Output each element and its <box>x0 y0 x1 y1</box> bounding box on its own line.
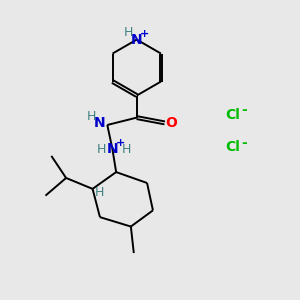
Text: -: - <box>241 136 247 150</box>
Text: Cl: Cl <box>225 108 240 122</box>
Text: -: - <box>241 103 247 117</box>
Text: O: O <box>165 116 177 130</box>
Text: Cl: Cl <box>225 140 240 154</box>
Text: H: H <box>122 142 131 156</box>
Text: +: + <box>140 29 150 39</box>
Text: H: H <box>94 186 104 199</box>
Text: +: + <box>116 138 125 148</box>
Text: H: H <box>86 110 96 123</box>
Text: N: N <box>106 142 118 155</box>
Text: N: N <box>131 33 142 46</box>
Text: H: H <box>124 26 133 39</box>
Text: N: N <box>94 116 106 130</box>
Text: H: H <box>96 142 106 156</box>
